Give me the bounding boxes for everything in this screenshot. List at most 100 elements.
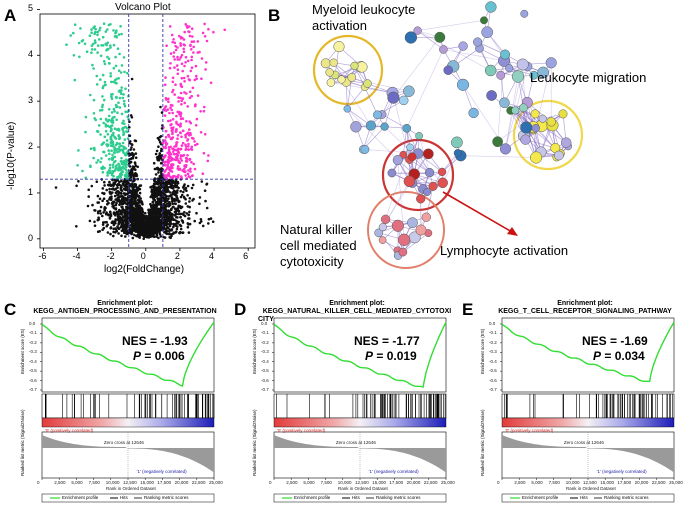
volcano-point: [164, 76, 167, 79]
volcano-point: [121, 207, 124, 210]
volcano-point: [117, 232, 120, 235]
volcano-point: [105, 154, 108, 157]
volcano-point: [123, 197, 126, 200]
volcano-point: [133, 148, 136, 151]
volcano-point: [75, 185, 78, 188]
volcano-point: [103, 181, 106, 184]
volcano-point: [112, 175, 115, 178]
volcano-point: [194, 168, 197, 171]
volcano-point: [117, 215, 120, 218]
volcano-point: [137, 205, 140, 208]
volcano-point: [103, 227, 106, 230]
es-tick: -0.2: [29, 340, 37, 345]
volcano-point: [181, 194, 184, 197]
volcano-point: [183, 211, 186, 214]
x-tick: 7,500: [549, 480, 560, 485]
volcano-point: [161, 124, 164, 127]
volcano-point: [101, 215, 104, 218]
volcano-point: [206, 40, 209, 43]
volcano-point: [132, 210, 135, 213]
volcano-point: [177, 68, 180, 71]
volcano-point: [223, 29, 226, 32]
legend-hits: Hits: [352, 495, 360, 500]
es-tick: -0.4: [261, 359, 269, 364]
volcano-point: [96, 51, 99, 54]
volcano-point: [103, 197, 106, 200]
volcano-point: [123, 214, 126, 217]
volcano-point: [93, 112, 96, 115]
volcano-point: [118, 33, 121, 36]
volcano-point: [122, 149, 125, 152]
volcano-point: [99, 133, 102, 136]
network-node: [393, 155, 403, 165]
volcano-point: [148, 221, 151, 224]
volcano-point: [191, 40, 194, 43]
network-node: [321, 59, 330, 68]
x-tick: 25,000: [209, 480, 223, 485]
volcano-point: [172, 126, 175, 129]
p-symbol: P: [365, 349, 373, 363]
volcano-point: [122, 167, 125, 170]
volcano-point: [91, 185, 94, 188]
arrow-head: [507, 227, 518, 236]
es-tick: -0.3: [489, 349, 497, 354]
volcano-point: [167, 156, 170, 159]
volcano-point: [118, 142, 121, 145]
volcano-point: [200, 218, 203, 221]
volcano-point: [181, 86, 184, 89]
volcano-point: [192, 87, 195, 90]
volcano-point: [179, 168, 182, 171]
volcano-point: [97, 159, 100, 162]
x-tick: 20,000: [175, 480, 189, 485]
volcano-point: [97, 219, 100, 222]
zero-cross-label: Zero cross at 12646: [104, 440, 144, 445]
network-node: [517, 59, 528, 70]
volcano-point: [117, 101, 120, 104]
volcano-point: [187, 148, 190, 151]
volcano-point: [161, 159, 164, 162]
volcano-point: [171, 34, 174, 37]
volcano-point: [91, 64, 94, 67]
volcano-point: [185, 187, 188, 190]
volcano-point: [135, 156, 138, 159]
p-symbol: P: [133, 349, 141, 363]
network-node: [457, 79, 469, 91]
volcano-point: [111, 154, 114, 157]
volcano-point: [183, 50, 186, 53]
volcano-point: [126, 175, 129, 178]
volcano-point: [106, 224, 109, 227]
volcano-point: [124, 126, 127, 129]
volcano-point: [55, 186, 58, 189]
volcano-point: [107, 149, 110, 152]
volcano-point: [200, 131, 203, 134]
volcano-point: [147, 225, 150, 228]
volcano-point: [96, 34, 99, 37]
volcano-xtick: 4: [209, 251, 214, 261]
volcano-point: [181, 220, 184, 223]
volcano-point: [93, 33, 96, 36]
volcano-point: [175, 149, 178, 152]
volcano-xtick: 0: [141, 251, 146, 261]
volcano-point: [175, 129, 178, 132]
volcano-point: [176, 46, 179, 49]
network-node: [373, 111, 381, 119]
volcano-point: [149, 211, 152, 214]
volcano-point: [183, 77, 186, 80]
x-tick: 22,500: [192, 480, 206, 485]
volcano-point: [138, 196, 141, 199]
gsea-chart: [244, 296, 462, 508]
positive-correlation-label: '0' (positively correlated): [277, 428, 325, 433]
volcano-point: [155, 181, 158, 184]
volcano-point: [179, 231, 182, 234]
x-tick: 0: [497, 480, 500, 485]
volcano-point: [130, 183, 133, 186]
volcano-point: [111, 202, 114, 205]
volcano-point: [72, 32, 75, 35]
volcano-point: [121, 64, 124, 67]
x-tick: 5,000: [531, 480, 542, 485]
volcano-point: [73, 54, 76, 57]
volcano-point: [130, 215, 133, 218]
volcano-point: [165, 221, 168, 224]
volcano-point: [177, 96, 180, 99]
volcano-point: [199, 110, 202, 113]
